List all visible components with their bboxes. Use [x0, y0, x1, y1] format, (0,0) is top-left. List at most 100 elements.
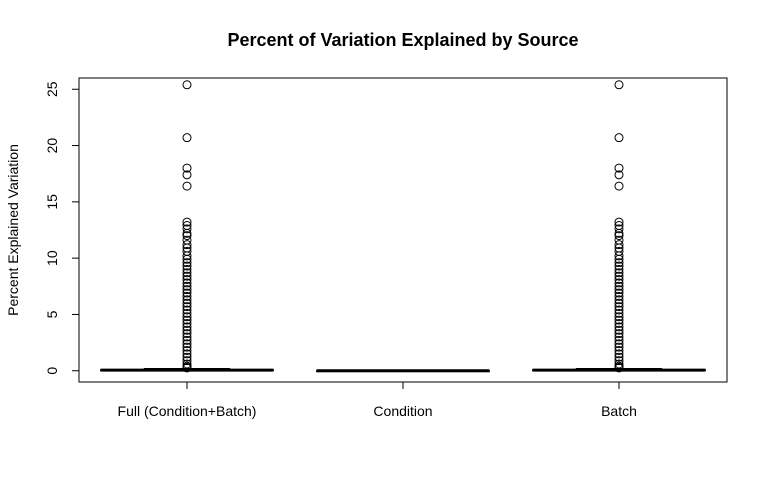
- outlier-point: [182, 261, 192, 271]
- outlier-point: [614, 322, 624, 332]
- outlier-point: [182, 352, 192, 362]
- x-tick-label: Full (Condition+Batch): [118, 403, 257, 419]
- y-tick-label: 20: [44, 138, 60, 154]
- outlier-point: [182, 312, 192, 322]
- outlier-point: [614, 308, 624, 318]
- outlier-point: [182, 251, 192, 261]
- box-1: [316, 369, 490, 373]
- outlier-point: [182, 228, 192, 238]
- outlier-point: [182, 325, 192, 335]
- outlier-point: [614, 224, 624, 234]
- outlier-point: [614, 302, 624, 312]
- outlier-point: [182, 281, 192, 291]
- outlier-point: [182, 271, 192, 281]
- outlier-point: [182, 163, 192, 173]
- outlier-point: [614, 231, 624, 241]
- outlier-point: [182, 231, 192, 241]
- outlier-point: [614, 345, 624, 355]
- outlier-point: [614, 339, 624, 349]
- outlier-point: [182, 322, 192, 332]
- y-tick-label: 10: [44, 250, 60, 266]
- outlier-point: [182, 315, 192, 325]
- outlier-point: [182, 264, 192, 274]
- y-axis-label: Percent Explained Variation: [5, 144, 21, 316]
- outlier-point: [614, 133, 624, 143]
- outlier-point: [614, 170, 624, 180]
- outlier-point: [614, 312, 624, 322]
- outlier-point: [614, 181, 624, 191]
- chart-title: Percent of Variation Explained by Source: [227, 30, 578, 50]
- outlier-point: [614, 163, 624, 173]
- outlier-point: [182, 258, 192, 268]
- outlier-point: [182, 295, 192, 305]
- outlier-point: [614, 352, 624, 362]
- outlier-point: [614, 278, 624, 288]
- outlier-point: [182, 298, 192, 308]
- outlier-point: [614, 291, 624, 301]
- y-tick-label: 25: [44, 81, 60, 97]
- y-axis: 0 5 10 15 20 25: [44, 81, 80, 375]
- outlier-point: [182, 285, 192, 295]
- plot-frame: [78, 77, 728, 383]
- outlier-point: [614, 251, 624, 261]
- boxes: [100, 80, 706, 373]
- outlier-point: [614, 329, 624, 339]
- outlier-point: [614, 349, 624, 359]
- outlier-point: [614, 335, 624, 345]
- outlier-point: [614, 228, 624, 238]
- outlier-point: [182, 133, 192, 143]
- x-tick-label: Batch: [601, 403, 637, 419]
- outlier-point: [182, 308, 192, 318]
- outlier-point: [614, 342, 624, 352]
- outlier-point: [182, 240, 192, 250]
- outlier-point: [614, 217, 624, 227]
- outlier-point: [182, 305, 192, 315]
- outlier-point: [614, 332, 624, 342]
- outlier-point: [182, 359, 192, 369]
- outlier-point: [182, 302, 192, 312]
- outlier-point: [182, 80, 192, 90]
- outlier-point: [182, 339, 192, 349]
- outlier-point: [182, 278, 192, 288]
- outlier-point: [614, 268, 624, 278]
- outlier-point: [614, 318, 624, 328]
- outlier-point: [182, 288, 192, 298]
- outlier-point: [614, 356, 624, 366]
- outlier-point: [182, 291, 192, 301]
- outlier-point: [182, 254, 192, 264]
- outlier-point: [614, 264, 624, 274]
- box-2: [532, 80, 706, 373]
- y-tick-label: 0: [44, 367, 60, 375]
- outlier-point: [614, 281, 624, 291]
- y-tick-label: 5: [44, 310, 60, 318]
- outlier-point: [614, 315, 624, 325]
- outlier-point: [614, 285, 624, 295]
- outlier-point: [614, 298, 624, 308]
- outlier-point: [614, 275, 624, 285]
- outlier-point: [182, 181, 192, 191]
- outlier-point: [614, 80, 624, 90]
- outlier-point: [614, 295, 624, 305]
- outlier-point: [182, 363, 192, 373]
- outlier-point: [614, 359, 624, 369]
- outlier-point: [614, 258, 624, 268]
- outlier-point: [182, 345, 192, 355]
- outlier-point: [614, 325, 624, 335]
- outlier-point: [614, 240, 624, 250]
- outlier-point: [614, 305, 624, 315]
- outlier-point: [614, 254, 624, 264]
- outlier-point: [182, 332, 192, 342]
- outlier-point: [182, 356, 192, 366]
- outlier-point: [182, 349, 192, 359]
- outlier-point: [182, 268, 192, 278]
- outlier-point: [182, 329, 192, 339]
- outlier-point: [182, 170, 192, 180]
- outlier-point: [182, 224, 192, 234]
- outlier-point: [614, 288, 624, 298]
- outlier-point: [614, 261, 624, 271]
- outlier-point: [614, 271, 624, 281]
- outlier-point: [614, 363, 624, 373]
- outlier-point: [182, 318, 192, 328]
- outlier-point: [182, 275, 192, 285]
